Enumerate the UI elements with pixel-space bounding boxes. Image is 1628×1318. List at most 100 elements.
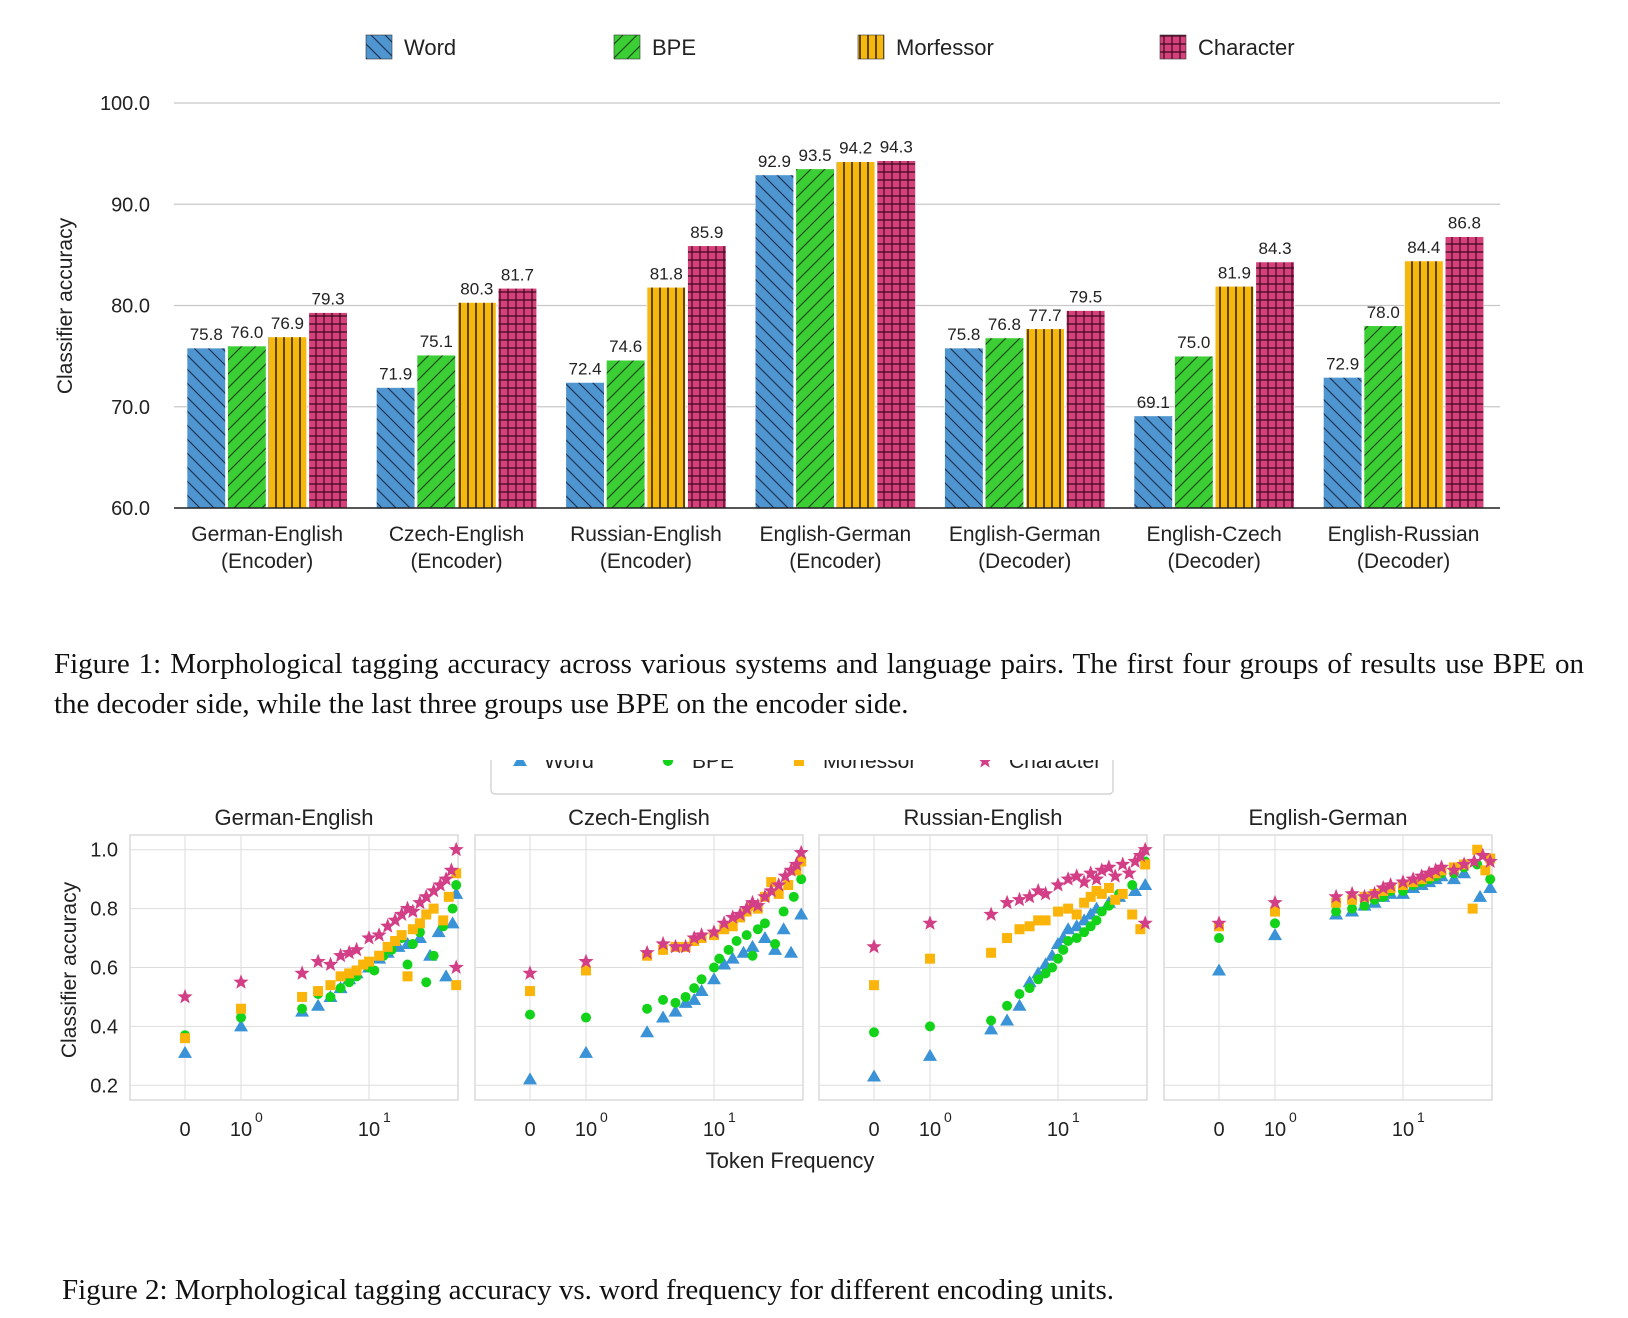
bar-data-label: 80.3 (460, 279, 493, 298)
scatter-point (1127, 853, 1143, 868)
legend-label: Character (1198, 35, 1295, 60)
legend-label: Morfessor (896, 35, 994, 60)
bar-data-label: 94.2 (839, 139, 872, 158)
scatter-point (725, 909, 741, 924)
scatter-point (1096, 888, 1107, 899)
scatter-point (341, 944, 357, 960)
scatter-point (1063, 903, 1074, 914)
scatter-point (687, 992, 702, 1005)
legend-swatch-character (1159, 34, 1187, 60)
scatter-point (1137, 841, 1153, 857)
scatter-point (709, 962, 719, 973)
bar-morfessor (267, 336, 308, 509)
scatter-point (1053, 906, 1063, 917)
bar-bpe (795, 168, 835, 509)
scatter-point (986, 1015, 997, 1026)
scatter-point (788, 891, 799, 902)
x-tick-label: 0 (1213, 1119, 1224, 1141)
scatter-point (1033, 974, 1044, 985)
scatter-point (1328, 888, 1344, 904)
scatter-point (1482, 853, 1498, 868)
scatter-point (731, 936, 742, 946)
bar-data-label: 81.9 (1218, 263, 1251, 282)
scatter-point (770, 938, 781, 949)
scatter-point (923, 1048, 937, 1061)
bar-data-label: 92.9 (758, 152, 791, 171)
scatter-point (1103, 883, 1114, 893)
x-tick-label: 10 (1392, 1119, 1414, 1141)
scatter-point (979, 760, 991, 768)
scatter-y-axis-label: Classifier accuracy (58, 881, 81, 1058)
scatter-point (1127, 909, 1138, 920)
scatter-point (1040, 915, 1051, 926)
bar-bpe (606, 359, 646, 509)
scatter-point (732, 906, 748, 921)
scatter-point (1138, 878, 1153, 891)
bar-category-label: English-German (759, 523, 911, 546)
bar-data-label: 74.6 (609, 337, 642, 356)
scatter-point (451, 980, 462, 991)
scatter-point (1270, 918, 1280, 929)
scatter-point (757, 888, 773, 904)
scatter-x-axis-label: Token Frequency (706, 1148, 875, 1173)
bar-data-label: 79.3 (312, 290, 345, 309)
scatter-point (776, 922, 791, 935)
scatter-point (525, 1009, 535, 1020)
bar-word (754, 174, 795, 509)
scatter-point (752, 924, 763, 935)
scatter-point (1012, 998, 1027, 1011)
scatter-point (405, 903, 421, 918)
bar-category-label: English-German (949, 523, 1101, 546)
scatter-point (344, 968, 355, 979)
scatter-legend-label: Character (1009, 760, 1101, 773)
bar-character (308, 312, 348, 509)
scatter-point (369, 965, 380, 976)
scatter-legend-label: Word (544, 760, 594, 773)
scatter-point (335, 971, 346, 982)
bar-data-label: 94.3 (880, 138, 913, 157)
scatter-point (448, 959, 464, 974)
scatter-point (783, 862, 799, 877)
bar-data-label: 76.0 (230, 323, 263, 342)
bar-y-tick-label: 60.0 (111, 498, 150, 520)
scatter-point (1069, 919, 1084, 932)
y-tick-label: 0.4 (90, 1016, 118, 1038)
scatter-point (1091, 885, 1102, 896)
scatter-point (784, 945, 799, 958)
bar-category-sublabel: (Encoder) (600, 550, 692, 573)
scatter-point (394, 906, 410, 921)
scatter-panels: German-English Czech-English Russian-Engli… (129, 805, 1498, 1101)
scatter-point (658, 944, 669, 955)
bar-data-label: 76.9 (271, 314, 304, 333)
bar-word (376, 387, 416, 509)
scatter-point (1268, 928, 1282, 941)
x-tick-label: 10 (703, 1119, 725, 1141)
bar-category-label: German-English (191, 523, 343, 546)
scatter-point (236, 1003, 246, 1014)
scatter-point (719, 924, 730, 935)
scatter-point (523, 1072, 537, 1085)
scatter-point (1356, 888, 1373, 904)
scatter-point (925, 1021, 935, 1032)
scatter-point (414, 918, 425, 929)
legend-swatch-morfessor (857, 34, 885, 60)
scatter-point (750, 897, 766, 913)
y-tick-label: 1.0 (90, 840, 118, 862)
scatter-panel: Czech-English (474, 805, 809, 1101)
scatter-point (794, 760, 804, 766)
scatter-point (451, 868, 462, 879)
bar-morfessor (457, 302, 497, 509)
scatter-point (759, 918, 770, 929)
scatter-point (443, 891, 454, 902)
bar-bpe (1174, 355, 1214, 509)
x-tick-label: 0 (179, 1119, 190, 1141)
bar-morfessor (646, 286, 686, 509)
scatter-point (783, 880, 794, 891)
bar-word (944, 347, 984, 509)
scatter-point (983, 906, 999, 921)
bar-category-label: English-Czech (1146, 523, 1281, 546)
figure-1-caption: Figure 1: Morphological tagging accuracy… (54, 648, 1584, 720)
scatter-point (1421, 865, 1437, 880)
bar-marks (186, 160, 1484, 509)
